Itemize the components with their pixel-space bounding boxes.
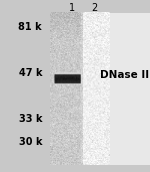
- FancyBboxPatch shape: [110, 13, 150, 165]
- Text: DNase II: DNase II: [100, 70, 149, 80]
- Text: 33 k: 33 k: [18, 114, 42, 124]
- Text: 81 k: 81 k: [18, 22, 42, 32]
- Text: 2: 2: [91, 3, 98, 13]
- Text: 47 k: 47 k: [18, 68, 42, 78]
- Text: 30 k: 30 k: [18, 137, 42, 147]
- Text: 1: 1: [69, 3, 75, 13]
